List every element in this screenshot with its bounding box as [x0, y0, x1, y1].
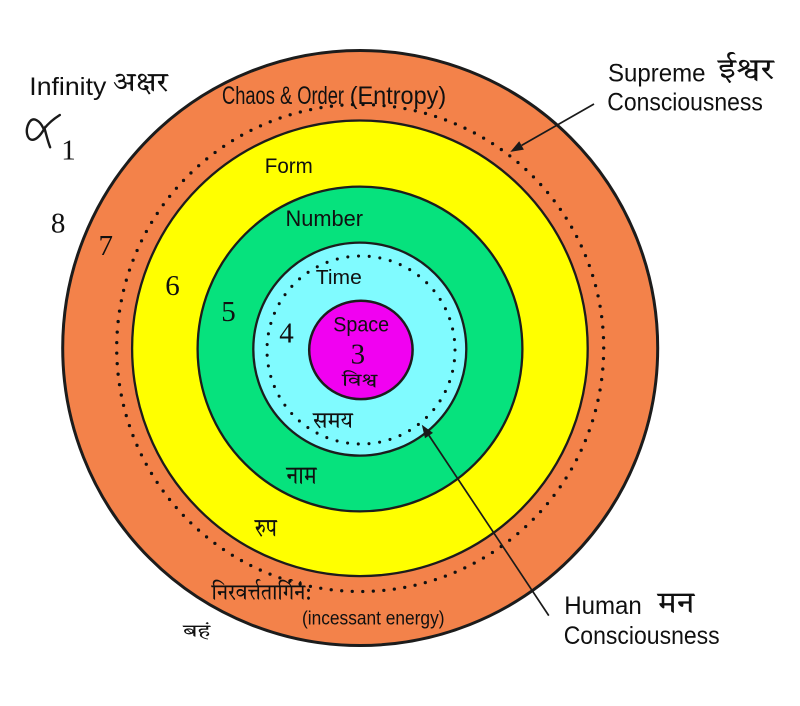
svg-text:Consciousness: Consciousness	[564, 622, 720, 650]
svg-text:Human: Human	[564, 592, 642, 620]
svg-text:Consciousness: Consciousness	[607, 88, 763, 116]
svg-text:8: 8	[51, 208, 66, 240]
svg-text:3: 3	[351, 338, 366, 370]
svg-text:Time: Time	[316, 266, 362, 289]
svg-text:Supreme: Supreme	[608, 60, 706, 88]
svg-text:(Entropy): (Entropy)	[350, 82, 447, 110]
svg-text:5: 5	[221, 296, 236, 328]
svg-text:Chaos & Order: Chaos & Order	[222, 82, 344, 110]
svg-text:Form: Form	[265, 154, 313, 178]
svg-text:7: 7	[99, 230, 114, 262]
svg-text:(incessant energy): (incessant energy)	[302, 609, 445, 630]
svg-text:Infinity: Infinity	[29, 73, 106, 101]
svg-text:Number: Number	[286, 206, 364, 231]
svg-text:Space: Space	[333, 314, 389, 337]
svg-text:4: 4	[279, 317, 294, 349]
svg-text:1: 1	[61, 134, 76, 166]
svg-text:6: 6	[165, 270, 180, 302]
